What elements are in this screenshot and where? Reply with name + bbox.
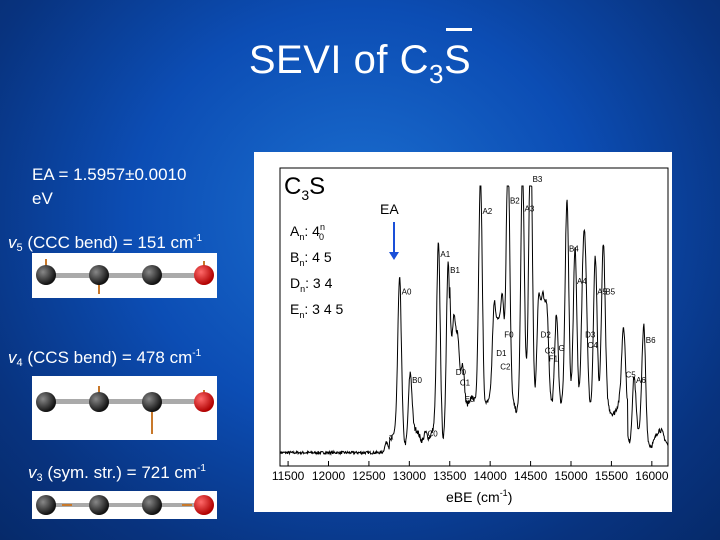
peak-label: D3 — [585, 330, 596, 339]
peak-label: B4 — [569, 245, 579, 254]
mode-v5-label: v5 (CCC bend) = 151 cm-1 — [8, 233, 203, 254]
peak-label: A5 — [597, 288, 607, 297]
sulfur-atom — [194, 392, 214, 412]
peak-label: D0 — [456, 368, 467, 377]
sulfur-atom — [194, 495, 214, 515]
peak-label: G — [558, 344, 564, 353]
peak-label: C5 — [626, 371, 637, 380]
carbon-atom — [89, 495, 109, 515]
peak-label: A6 — [636, 376, 646, 385]
carbon-atom — [36, 495, 56, 515]
carbon-atom — [89, 265, 109, 285]
svg-text:En: 3 4 5: En: 3 4 5 — [290, 301, 343, 320]
ea-line-2: eV — [32, 189, 53, 208]
peak-label: B0 — [412, 376, 422, 385]
title-text: SEVI of C — [248, 38, 429, 82]
ea-marker-label: EA — [380, 201, 399, 217]
x-tick-label: 15000 — [554, 469, 588, 483]
sulfur-atom — [194, 265, 214, 285]
carbon-atom — [89, 392, 109, 412]
peak-label: F1 — [549, 355, 559, 364]
peak-label: C4 — [588, 341, 599, 350]
title-anion: S — [444, 28, 472, 83]
svg-text:An: 4n0: An: 4n 0 — [290, 222, 325, 242]
peak-label: A2 — [482, 207, 492, 216]
figure-molecule-label: C3S — [284, 173, 325, 203]
peak-label: a — [389, 432, 394, 441]
peak-label: B1 — [450, 266, 460, 275]
x-tick-label: 16000 — [635, 469, 669, 483]
carbon-atom — [142, 265, 162, 285]
sevi-spectrum-figure: 11500 12000 12500 13000 13500 14000 14500 15000… — [254, 152, 672, 512]
x-tick-label: 12500 — [352, 469, 386, 483]
peak-label: C3 — [545, 347, 556, 356]
x-axis-label: eBE (cm-1) — [446, 488, 512, 505]
peak-label: F0 — [504, 330, 514, 339]
slide-title: SEVI of C3S — [0, 28, 720, 90]
plot-frame — [279, 167, 669, 467]
anion-charge-bar — [445, 28, 472, 31]
peak-label: C2 — [500, 363, 511, 372]
peak-label: C0 — [428, 430, 439, 439]
x-tick-label: 14000 — [473, 469, 507, 483]
mode-v4-label: v4 (CCS bend) = 478 cm-1 — [8, 348, 202, 369]
peak-label: A1 — [440, 250, 450, 259]
peak-label: B6 — [646, 336, 656, 345]
carbon-atom — [36, 392, 56, 412]
peak-label: B2 — [510, 196, 520, 205]
molecule-v4-diagram — [32, 376, 217, 440]
peak-label: E0 — [465, 395, 475, 404]
spectrum-trace — [279, 185, 669, 456]
svg-text:Bn: 4 5: Bn: 4 5 — [290, 249, 332, 268]
molecule-v3-diagram — [32, 491, 217, 519]
peak-label: C1 — [460, 379, 471, 388]
ea-arrow-head — [389, 252, 399, 260]
peak-label: A3 — [525, 204, 535, 213]
molecule-v5-diagram — [32, 253, 217, 298]
peak-label: A4 — [577, 277, 587, 286]
mode-v3-label: v3 (sym. str.) = 721 cm-1 — [28, 463, 206, 484]
ea-line-1: EA = 1.5957±0.0010 — [32, 165, 187, 184]
x-tick-label: 13000 — [393, 469, 427, 483]
title-subscript: 3 — [428, 59, 444, 89]
peak-label: D2 — [541, 330, 552, 339]
peak-label: A0 — [402, 288, 412, 297]
progression-legend: An: 4n 0 Bn: 4 5 Dn: 3 4 En: 3 4 5 — [290, 222, 343, 320]
carbon-atom — [36, 265, 56, 285]
peak-label: D1 — [496, 349, 507, 358]
carbon-atom — [142, 495, 162, 515]
x-tick-label: 15500 — [595, 469, 629, 483]
peak-label: B5 — [605, 288, 615, 297]
carbon-atom — [142, 392, 162, 412]
svg-text:Dn: 3 4: Dn: 3 4 — [290, 275, 333, 294]
x-tick-label: 14500 — [514, 469, 548, 483]
x-tick-label: 11500 — [272, 469, 305, 483]
x-tick-label: 13500 — [433, 469, 467, 483]
x-tick-label: 12000 — [312, 469, 346, 483]
peak-label: B3 — [533, 175, 543, 184]
